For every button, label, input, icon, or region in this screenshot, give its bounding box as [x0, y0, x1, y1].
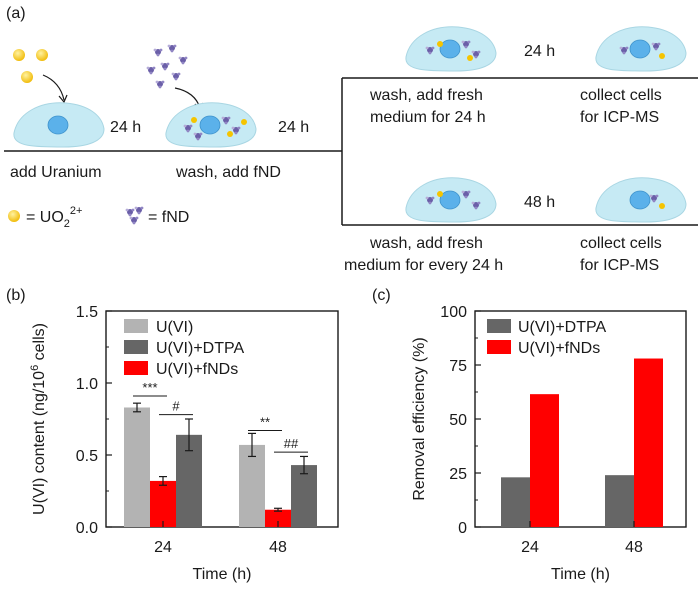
cell-icon	[595, 26, 687, 72]
legend-swatch	[124, 319, 148, 333]
y-tick-label: 50	[449, 412, 467, 429]
bar-uvidtpa-24	[501, 477, 530, 527]
fnd-legend-icon	[125, 206, 144, 225]
uo2-legend-label: = UO22+	[26, 205, 82, 230]
cell-top-left	[405, 26, 497, 72]
legend-swatch	[487, 319, 511, 333]
uranium-icon	[13, 49, 25, 61]
y-tick-label: 25	[449, 466, 467, 483]
significance-label: ***	[142, 380, 157, 395]
x-tick-label: 24	[521, 539, 539, 556]
time-label-24h-top: 24 h	[524, 43, 555, 60]
cell-top-right	[595, 26, 687, 72]
wash-fresh-every-line2: medium for every 24 h	[344, 257, 503, 274]
uranium-icon	[467, 55, 473, 61]
y-tick-label: 0	[458, 520, 467, 537]
wash-fresh-24-line2: medium for 24 h	[370, 109, 486, 126]
fnd-icon	[178, 56, 188, 65]
x-tick-label: 24	[154, 539, 172, 556]
fnd-icon	[146, 66, 156, 75]
collect-top-line2: for ICP-MS	[580, 109, 659, 126]
bar-uvi-48	[239, 444, 265, 527]
collect-top-line1: collect cells	[580, 87, 662, 104]
panel-c-label: (c)	[372, 287, 391, 304]
time-label-24h: 24 h	[278, 119, 309, 136]
fnd-icon	[171, 72, 181, 81]
time-label-48h: 48 h	[524, 194, 555, 211]
bar-uvi-24	[124, 407, 150, 527]
x-tick-label: 48	[269, 539, 287, 556]
cell-icon	[405, 26, 497, 72]
fnd-icon	[160, 62, 170, 71]
uranium-icon	[437, 41, 443, 47]
significance-label: ##	[284, 436, 299, 451]
cell-bottom-left	[405, 177, 497, 223]
legend-label: U(VI)+DTPA	[156, 340, 244, 357]
chart-b: 0.0 0.5 1.0 1.5 24 48 *** # ** ## U(VI) U(VI)+DTPA U…	[29, 304, 339, 583]
uranium-icon	[241, 119, 247, 125]
uranium-icon	[659, 53, 665, 59]
arrow-head-icon	[58, 94, 68, 104]
legend-swatch	[487, 340, 511, 354]
fnd-icon	[153, 48, 163, 57]
bar-uvidtpa-48	[291, 465, 317, 527]
bar-uvifnds-24	[530, 394, 559, 527]
uranium-icon	[659, 203, 665, 209]
legend-label: U(VI)+DTPA	[518, 319, 606, 336]
uranium-icon	[36, 49, 48, 61]
time-label-24h: 24 h	[110, 119, 141, 136]
x-tick-label: 48	[625, 539, 643, 556]
cell-bottom-right	[595, 177, 687, 223]
chart-c: 0 25 50 75 100 24 48 U(VI)+DTPA U(VI)+fNDs Time (…	[411, 304, 687, 583]
significance-label: #	[172, 399, 180, 414]
x-axis-title: Time (h)	[551, 566, 610, 583]
collect-bottom-line1: collect cells	[580, 235, 662, 252]
fnd-icon	[155, 80, 165, 89]
y-tick-label: 0.0	[76, 520, 98, 537]
y-tick-label: 100	[440, 304, 467, 321]
fnd-legend-label: = fND	[148, 209, 189, 226]
uranium-legend-icon	[8, 210, 20, 222]
cell-with-particles	[165, 102, 257, 148]
legend-swatch	[124, 361, 148, 375]
significance-label: **	[260, 415, 270, 430]
legend-swatch	[124, 340, 148, 354]
legend-label: U(VI)+fNDs	[156, 361, 238, 378]
bar-uvifnds-48	[634, 358, 663, 527]
cell-icon	[165, 102, 257, 148]
uranium-icon	[21, 71, 33, 83]
wash-add-fnd-label: wash, add fND	[175, 164, 281, 181]
fnd-cluster	[146, 44, 188, 89]
bar-uvifnds-24	[150, 480, 176, 527]
uranium-particles	[13, 49, 48, 83]
panel-a-label: (a)	[6, 5, 26, 22]
add-uranium-label: add Uranium	[10, 164, 102, 181]
y-axis-title: U(VI) content (ng/106 cells)	[29, 323, 48, 515]
y-tick-label: 1.5	[76, 304, 98, 321]
legend-label: U(VI)	[156, 319, 193, 336]
y-tick-label: 75	[449, 358, 467, 375]
uranium-icon	[227, 131, 233, 137]
uranium-icon	[437, 191, 443, 197]
cell-icon	[13, 102, 105, 148]
x-axis-title: Time (h)	[193, 566, 252, 583]
cell-icon	[595, 177, 687, 223]
y-tick-label: 0.5	[76, 448, 98, 465]
collect-bottom-line2: for ICP-MS	[580, 257, 659, 274]
legend-label: U(VI)+fNDs	[518, 340, 600, 357]
uranium-icon	[191, 117, 197, 123]
arrow-to-cell	[42, 74, 65, 101]
cell-icon	[405, 177, 497, 223]
bar-uvifnds-48	[265, 509, 291, 527]
wash-fresh-every-line1: wash, add fresh	[369, 235, 483, 252]
fnd-icon	[167, 44, 177, 53]
wash-fresh-24-line1: wash, add fresh	[369, 87, 483, 104]
y-tick-label: 1.0	[76, 376, 98, 393]
y-axis-title: Removal efficiency (%)	[411, 337, 428, 500]
bar-uvidtpa-48	[605, 475, 634, 527]
panel-b-label: (b)	[6, 287, 26, 304]
